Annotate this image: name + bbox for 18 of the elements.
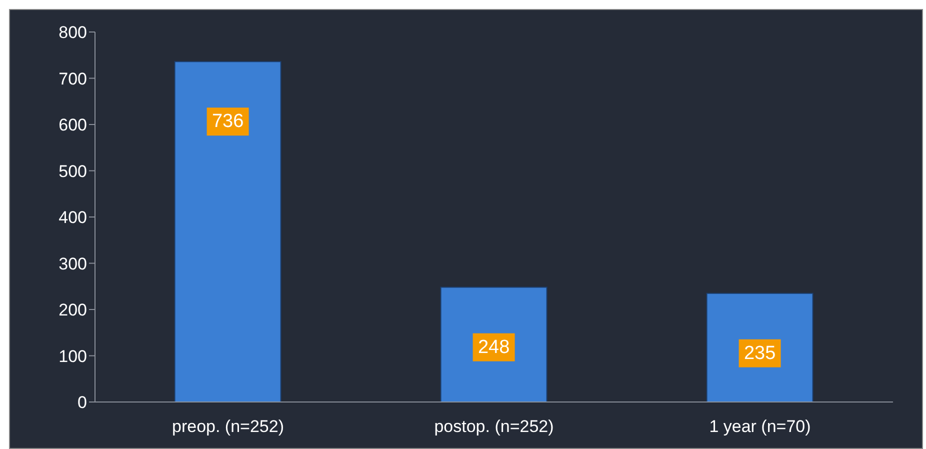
x-tick-label: 1 year (n=70): [709, 417, 811, 436]
y-tick-label: 200: [58, 300, 87, 320]
y-tick-label: 700: [58, 69, 87, 88]
y-tick-label: 300: [58, 254, 87, 274]
bar: [706, 292, 814, 402]
bar: [440, 286, 548, 402]
y-tick-label: 500: [58, 162, 87, 181]
y-tick-label: 100: [58, 346, 87, 366]
y-tick-label: 800: [58, 23, 87, 42]
x-tick-label: postop. (n=252): [434, 417, 554, 436]
x-tick-label: preop. (n=252): [172, 417, 284, 436]
y-tick-label: 400: [58, 208, 87, 228]
data-label: 235: [744, 342, 776, 364]
data-label: 736: [212, 111, 244, 132]
bar: [174, 61, 282, 402]
data-label: 248: [478, 336, 510, 358]
y-tick-label: 600: [58, 116, 87, 135]
y-tick-label: 0: [78, 393, 87, 412]
